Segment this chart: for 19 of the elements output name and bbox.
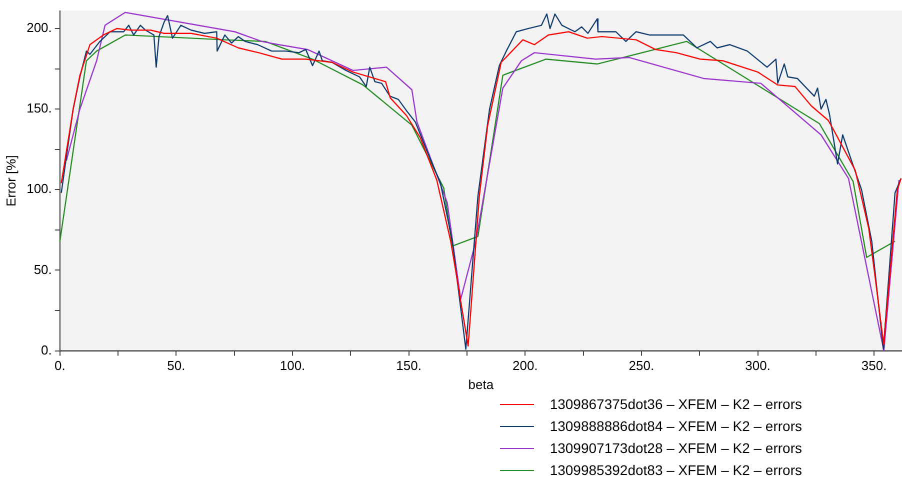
y-tick-label: 100. <box>26 181 52 196</box>
x-tick-label: 350. <box>861 358 887 374</box>
x-tick-label: 100. <box>280 358 306 374</box>
y-tick-label: 50. <box>34 262 52 277</box>
legend-label: 1309907173dot28 – XFEM – K2 – errors <box>550 440 802 456</box>
x-tick-label: 50. <box>167 358 186 374</box>
x-axis-title: beta <box>468 376 494 392</box>
legend-label: 1309985392dot83 – XFEM – K2 – errors <box>550 462 802 478</box>
x-tick-label: 300. <box>745 358 770 374</box>
y-axis-title: Error [%] <box>3 155 18 206</box>
legend-label: 1309888886dot84 – XFEM – K2 – errors <box>550 418 802 434</box>
x-tick-label: 200. <box>512 358 538 374</box>
y-tick-label: 200. <box>26 20 52 36</box>
y-tick-label: 0. <box>41 342 52 358</box>
y-tick-label: 150. <box>26 100 52 116</box>
x-tick-label: 250. <box>628 358 654 374</box>
legend-label: 1309867375dot36 – XFEM – K2 – errors <box>550 396 802 412</box>
x-tick-label: 0. <box>54 358 66 374</box>
x-tick-label: 150. <box>396 358 422 374</box>
